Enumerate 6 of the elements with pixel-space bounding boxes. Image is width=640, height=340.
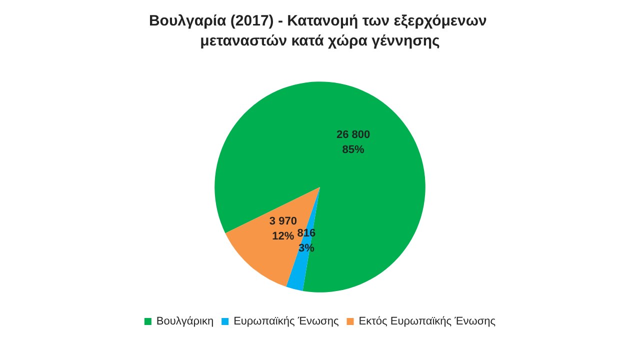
legend-label: Βουλγάρικη [156,316,214,328]
legend-label: Ευρωπαϊκής Ένωσης [234,316,339,328]
data-label: 3 970 12% [269,215,297,242]
legend-label: Εκτός Ευρωπαϊκής Ένωσης [358,316,496,328]
chart-title: Βουλγαρία (2017) - Κατανομή των εξερχόμενων μεταναστών κατά χώρα γέννησης [148,12,492,50]
data-label: 26 800 85% [336,128,370,156]
